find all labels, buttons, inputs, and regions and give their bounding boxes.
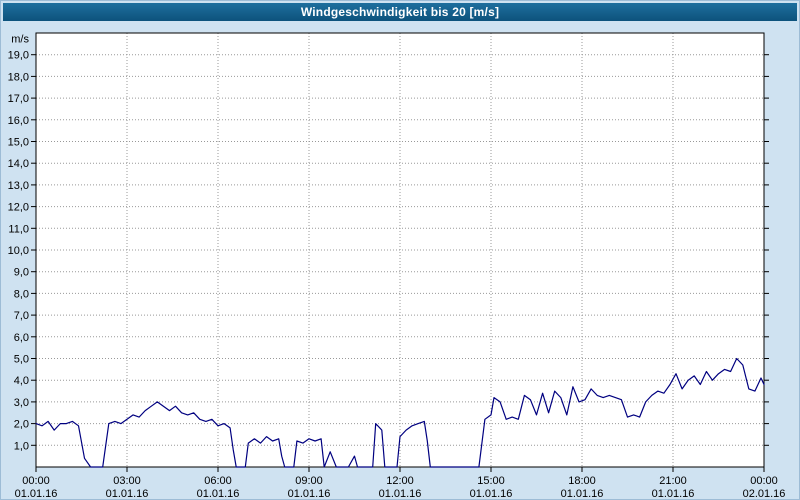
svg-text:01.01.16: 01.01.16 — [652, 488, 695, 500]
svg-text:m/s: m/s — [11, 34, 29, 46]
svg-text:12,0: 12,0 — [8, 202, 29, 214]
svg-text:00:00: 00:00 — [750, 475, 778, 487]
svg-text:7,0: 7,0 — [14, 310, 29, 322]
svg-text:4,0: 4,0 — [14, 375, 29, 387]
chart-titlebar: Windgeschwindigkeit bis 20 [m/s] — [3, 3, 797, 21]
svg-text:14,0: 14,0 — [8, 158, 29, 170]
svg-text:09:00: 09:00 — [295, 475, 323, 487]
svg-text:01.01.16: 01.01.16 — [379, 488, 422, 500]
svg-text:1,0: 1,0 — [14, 440, 29, 452]
svg-text:15:00: 15:00 — [477, 475, 505, 487]
svg-text:13,0: 13,0 — [8, 180, 29, 192]
svg-text:5,0: 5,0 — [14, 354, 29, 366]
svg-text:2,0: 2,0 — [14, 419, 29, 431]
svg-text:9,0: 9,0 — [14, 267, 29, 279]
svg-text:03:00: 03:00 — [113, 475, 141, 487]
svg-text:01.01.16: 01.01.16 — [561, 488, 604, 500]
svg-text:16,0: 16,0 — [8, 115, 29, 127]
svg-text:02.01.16: 02.01.16 — [743, 488, 786, 500]
svg-text:15,0: 15,0 — [8, 137, 29, 149]
svg-text:21:00: 21:00 — [659, 475, 687, 487]
chart-area: 19,0 18,0 17,0 16,0 15,0 14,0 13,0 12,0 11,0 10,0… — [1, 23, 799, 500]
svg-text:01.01.16: 01.01.16 — [470, 488, 513, 500]
svg-text:8,0: 8,0 — [14, 288, 29, 300]
svg-text:19,0: 19,0 — [8, 50, 29, 62]
svg-text:12:00: 12:00 — [386, 475, 414, 487]
svg-text:3,0: 3,0 — [14, 397, 29, 409]
svg-text:18:00: 18:00 — [568, 475, 596, 487]
svg-text:11,0: 11,0 — [8, 223, 29, 235]
chart-title: Windgeschwindigkeit bis 20 [m/s] — [300, 5, 500, 19]
wind-speed-line-chart: 19,0 18,0 17,0 16,0 15,0 14,0 13,0 12,0 11,0 10,0… — [8, 32, 786, 500]
svg-text:01.01.16: 01.01.16 — [288, 488, 331, 500]
svg-text:01.01.16: 01.01.16 — [15, 488, 58, 500]
svg-text:06:00: 06:00 — [204, 475, 232, 487]
svg-text:01.01.16: 01.01.16 — [197, 488, 240, 500]
svg-text:01.01.16: 01.01.16 — [106, 488, 149, 500]
svg-text:17,0: 17,0 — [8, 93, 29, 105]
svg-text:18,0: 18,0 — [8, 71, 29, 83]
svg-text:6,0: 6,0 — [14, 332, 29, 344]
svg-text:10,0: 10,0 — [8, 245, 29, 257]
svg-text:00:00: 00:00 — [22, 475, 50, 487]
